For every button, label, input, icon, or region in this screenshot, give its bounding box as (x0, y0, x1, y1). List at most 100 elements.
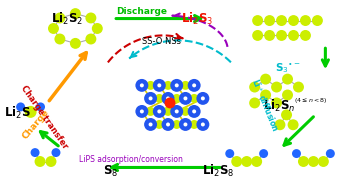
Circle shape (318, 156, 329, 167)
Circle shape (190, 120, 199, 129)
FancyArrowPatch shape (284, 117, 313, 145)
Circle shape (181, 107, 190, 116)
Circle shape (170, 79, 183, 92)
Circle shape (48, 23, 59, 34)
Circle shape (92, 23, 103, 34)
FancyArrowPatch shape (49, 53, 86, 101)
Circle shape (241, 156, 252, 167)
Text: S$_3$$^{\bullet -}$: S$_3$$^{\bullet -}$ (275, 61, 301, 75)
Circle shape (161, 92, 174, 105)
Circle shape (45, 156, 56, 167)
Circle shape (260, 90, 271, 101)
Circle shape (192, 83, 196, 87)
Circle shape (179, 92, 192, 105)
Circle shape (166, 96, 170, 100)
Circle shape (153, 105, 166, 118)
Text: Li$_2$S$_3$: Li$_2$S$_3$ (181, 10, 213, 27)
Circle shape (326, 149, 335, 158)
Text: SS-O NSs: SS-O NSs (142, 37, 181, 46)
Circle shape (264, 15, 275, 26)
Circle shape (157, 83, 161, 87)
Text: Li$_2$S$_n$: Li$_2$S$_n$ (263, 98, 295, 114)
Circle shape (181, 81, 190, 90)
Circle shape (36, 102, 45, 111)
FancyArrowPatch shape (40, 132, 58, 146)
Circle shape (52, 148, 61, 157)
Circle shape (259, 149, 268, 158)
Circle shape (144, 92, 157, 105)
Circle shape (170, 105, 183, 118)
Text: Discharge: Discharge (116, 7, 167, 16)
Circle shape (288, 15, 299, 26)
Circle shape (175, 109, 179, 113)
Circle shape (163, 81, 172, 90)
FancyArrowPatch shape (322, 48, 328, 66)
Circle shape (288, 119, 299, 130)
Text: Li$_2$S$_8$: Li$_2$S$_8$ (202, 163, 234, 180)
Circle shape (271, 82, 282, 92)
Circle shape (276, 30, 287, 41)
Text: Li$^+$ diffusion: Li$^+$ diffusion (249, 76, 281, 133)
Circle shape (188, 79, 201, 92)
Text: S$_8$: S$_8$ (103, 164, 118, 179)
Circle shape (196, 92, 209, 105)
Circle shape (271, 98, 282, 108)
Circle shape (70, 38, 81, 49)
Circle shape (153, 79, 166, 92)
Circle shape (201, 96, 205, 100)
Text: $(4{\leq}n{<}8)$: $(4{\leq}n{<}8)$ (294, 96, 327, 105)
Circle shape (276, 15, 287, 26)
Circle shape (249, 82, 260, 92)
Circle shape (165, 98, 175, 108)
Circle shape (282, 74, 293, 84)
Circle shape (172, 94, 181, 103)
Circle shape (175, 83, 179, 87)
FancyArrowPatch shape (111, 164, 220, 170)
Circle shape (201, 122, 205, 126)
Circle shape (196, 118, 209, 131)
Text: Charge transfer: Charge transfer (19, 84, 70, 150)
Circle shape (183, 122, 187, 126)
Circle shape (140, 109, 144, 113)
Circle shape (300, 30, 311, 41)
Circle shape (312, 15, 323, 26)
Circle shape (192, 109, 196, 113)
Circle shape (54, 12, 65, 23)
Circle shape (161, 118, 174, 131)
Circle shape (308, 156, 319, 167)
Circle shape (25, 106, 37, 118)
Circle shape (146, 107, 155, 116)
Circle shape (260, 74, 271, 84)
Circle shape (282, 90, 293, 101)
Text: Li$_2$S: Li$_2$S (4, 105, 31, 121)
Circle shape (288, 30, 299, 41)
Circle shape (251, 156, 262, 167)
Circle shape (35, 156, 45, 167)
Circle shape (188, 105, 201, 118)
Circle shape (249, 98, 260, 108)
Circle shape (140, 83, 144, 87)
Circle shape (190, 94, 199, 103)
Circle shape (252, 30, 263, 41)
Circle shape (148, 122, 153, 126)
Circle shape (292, 149, 301, 158)
Circle shape (146, 81, 155, 90)
Circle shape (16, 102, 25, 111)
Text: Li$_2$S$_2$: Li$_2$S$_2$ (51, 10, 83, 27)
Circle shape (281, 109, 292, 120)
Circle shape (252, 15, 263, 26)
Circle shape (179, 118, 192, 131)
Circle shape (54, 34, 65, 44)
Circle shape (300, 15, 311, 26)
Text: LiPS adsorption/conversion: LiPS adsorption/conversion (79, 155, 183, 164)
Circle shape (148, 96, 153, 100)
Circle shape (157, 109, 161, 113)
Circle shape (144, 118, 157, 131)
Circle shape (163, 107, 172, 116)
Circle shape (225, 149, 234, 158)
Circle shape (172, 120, 181, 129)
FancyArrowPatch shape (116, 15, 201, 22)
Circle shape (293, 82, 304, 92)
Circle shape (264, 30, 275, 41)
Circle shape (298, 156, 309, 167)
